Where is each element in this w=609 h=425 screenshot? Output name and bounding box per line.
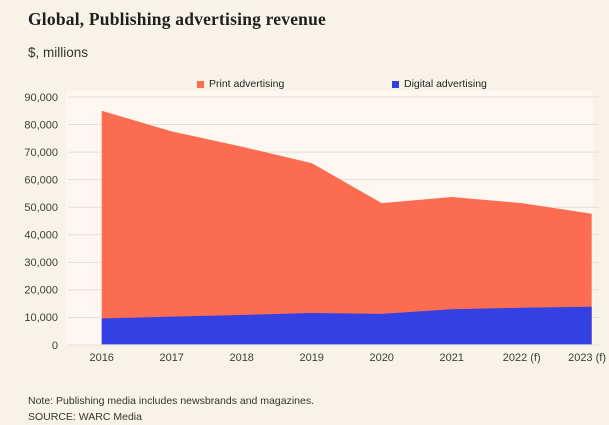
y-axis-tick-label: 20,000: [24, 285, 58, 297]
y-axis-tick-label: 10,000: [24, 312, 58, 324]
y-axis-tick-label: 40,000: [24, 230, 58, 242]
x-axis-tick-label: 2022 (f): [503, 352, 541, 364]
y-axis-tick-label: 50,000: [24, 202, 58, 214]
print-advertising-area: [101, 110, 592, 345]
digital-series-label: Digital advertising: [404, 78, 487, 90]
chart-title: Global, Publishing advertising revenue: [28, 9, 327, 29]
legend-item-print: Print advertising: [197, 78, 284, 90]
y-axis-tick-label: 70,000: [24, 147, 58, 159]
y-axis-tick-label: 0: [52, 340, 58, 352]
x-axis-tick-label: 2017: [159, 352, 183, 364]
y-axis-tick-label: 90,000: [24, 92, 58, 104]
x-axis-tick-label: 2018: [229, 352, 253, 364]
y-axis-tick-label: 60,000: [24, 174, 58, 186]
chart-unit-label: $, millions: [28, 45, 89, 60]
digital-series-swatch-icon: [392, 80, 399, 88]
x-axis-tick-label: 2023 (f): [568, 352, 606, 364]
chart-source: SOURCE: WARC Media: [28, 411, 142, 423]
x-axis-tick-label: 2016: [89, 352, 113, 364]
print-series-swatch-icon: [197, 80, 204, 88]
y-axis-tick-label: 80,000: [24, 119, 58, 131]
x-axis-tick-label: 2020: [369, 352, 393, 364]
legend-item-digital: Digital advertising: [392, 78, 487, 90]
chart-note: Note: Publishing media includes newsbran…: [28, 395, 315, 407]
chart-legend: Print advertising Digital advertising: [0, 78, 609, 92]
digital-advertising-area: [101, 306, 592, 345]
print-series-label: Print advertising: [209, 78, 285, 90]
x-axis-tick-label: 2021: [439, 352, 463, 364]
y-axis-tick-label: 30,000: [24, 257, 58, 269]
x-axis-tick-label: 2019: [299, 352, 323, 364]
